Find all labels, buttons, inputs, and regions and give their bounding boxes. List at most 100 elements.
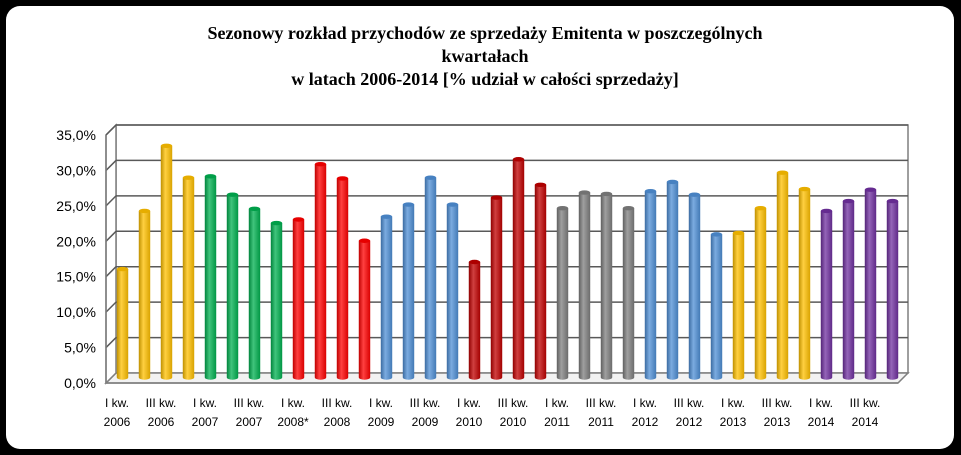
bar-top bbox=[732, 230, 745, 236]
bar-21 bbox=[556, 205, 569, 380]
bar-body bbox=[842, 201, 855, 380]
x-tick-label-line2: 2008* bbox=[277, 415, 309, 429]
bar-22 bbox=[578, 190, 591, 380]
bar-body bbox=[688, 194, 701, 380]
x-tick-label-line2: 2007 bbox=[192, 415, 219, 429]
bar-top bbox=[138, 208, 151, 214]
y-tick-label: 5,0% bbox=[64, 340, 96, 356]
gridline-side bbox=[105, 195, 117, 207]
bar-10 bbox=[314, 162, 327, 380]
bar-top bbox=[644, 188, 657, 194]
bar-top bbox=[842, 198, 855, 204]
y-tick-label: 20,0% bbox=[56, 233, 96, 249]
bar-body bbox=[380, 216, 393, 380]
gridline-side bbox=[105, 266, 117, 278]
bar-top bbox=[798, 186, 811, 192]
bar-12 bbox=[358, 238, 371, 380]
bar-24 bbox=[622, 205, 635, 380]
bar-33 bbox=[820, 208, 833, 380]
bar-body bbox=[556, 208, 569, 380]
chart-title: Sezonowy rozkład przychodów ze sprzedaży… bbox=[0, 22, 961, 91]
y-tick-label: 35,0% bbox=[56, 127, 96, 143]
bar-body bbox=[138, 210, 151, 380]
gridline-side bbox=[105, 230, 117, 242]
bar-3 bbox=[160, 143, 173, 380]
bar-35 bbox=[864, 187, 877, 380]
bar-body bbox=[644, 191, 657, 380]
x-tick-label-line2: 2012 bbox=[676, 415, 703, 429]
x-tick-label-line2: 2008 bbox=[324, 415, 351, 429]
bar-16 bbox=[446, 202, 459, 380]
x-tick-label-line1: III kw. bbox=[586, 396, 617, 410]
bar-36 bbox=[886, 198, 899, 380]
x-tick-label-line1: I kw. bbox=[633, 396, 657, 410]
y-tick-label: 30,0% bbox=[56, 162, 96, 178]
bar-body bbox=[226, 194, 239, 380]
bar-top bbox=[468, 259, 481, 265]
bar-top bbox=[820, 208, 833, 214]
bar-26 bbox=[666, 179, 679, 380]
gridline-side bbox=[105, 301, 117, 313]
x-tick-label-line1: I kw. bbox=[721, 396, 745, 410]
bar-top bbox=[358, 238, 371, 243]
bar-body bbox=[204, 176, 217, 380]
bar-top bbox=[182, 175, 195, 180]
y-tick-label: 25,0% bbox=[56, 198, 96, 214]
x-tick-label-line1: I kw. bbox=[457, 396, 481, 410]
x-tick-label-line1: III kw. bbox=[498, 396, 529, 410]
bar-27 bbox=[688, 192, 701, 380]
x-tick-label-line2: 2014 bbox=[852, 415, 879, 429]
bar-28 bbox=[710, 232, 723, 380]
bar-body bbox=[182, 177, 195, 380]
x-tick-label-line2: 2013 bbox=[720, 415, 747, 429]
bar-body bbox=[402, 204, 415, 380]
x-tick-label-line2: 2006 bbox=[148, 415, 175, 429]
x-tick-label-line1: I kw. bbox=[545, 396, 569, 410]
bar-top bbox=[864, 187, 877, 192]
bar-top bbox=[600, 191, 613, 197]
bar-25 bbox=[644, 188, 657, 380]
x-tick-label-line1: I kw. bbox=[369, 396, 393, 410]
bar-top bbox=[314, 162, 327, 167]
x-tick-label-line1: I kw. bbox=[105, 396, 129, 410]
bar-top bbox=[534, 182, 547, 187]
x-tick-label-line1: III kw. bbox=[762, 396, 793, 410]
bar-9 bbox=[292, 217, 305, 380]
bar-body bbox=[600, 193, 613, 380]
bar-11 bbox=[336, 176, 349, 380]
x-tick-label-line2: 2010 bbox=[500, 415, 527, 429]
bar-body bbox=[864, 189, 877, 380]
bar-body bbox=[270, 223, 283, 380]
bar-top bbox=[380, 214, 393, 219]
bar-body bbox=[358, 240, 371, 380]
bar-body bbox=[798, 189, 811, 380]
x-tick-label-line2: 2010 bbox=[456, 415, 483, 429]
bar-body bbox=[512, 159, 525, 380]
bar-29 bbox=[732, 230, 745, 380]
bar-20 bbox=[534, 182, 547, 380]
x-tick-label-line1: III kw. bbox=[850, 396, 881, 410]
x-tick-label-line2: 2006 bbox=[104, 415, 131, 429]
bar-body bbox=[820, 210, 833, 380]
bar-2 bbox=[138, 208, 151, 380]
chart-title-line-2: kwartałach bbox=[441, 46, 529, 66]
bar-top bbox=[556, 205, 569, 211]
bar-body bbox=[292, 219, 305, 380]
bar-body bbox=[578, 192, 591, 380]
bar-23 bbox=[600, 191, 613, 380]
chart-title-line-1: Sezonowy rozkład przychodów ze sprzedaży… bbox=[207, 23, 763, 43]
bar-30 bbox=[754, 205, 767, 380]
bar-body bbox=[622, 208, 635, 380]
bar-body bbox=[754, 208, 767, 380]
x-tick-label-line2: 2007 bbox=[236, 415, 263, 429]
gridline-side bbox=[105, 159, 117, 171]
bar-top bbox=[666, 179, 679, 185]
x-tick-label-line2: 2011 bbox=[544, 415, 570, 429]
bar-top bbox=[116, 266, 129, 272]
bar-top bbox=[710, 232, 723, 237]
bar-body bbox=[424, 177, 437, 380]
bar-31 bbox=[776, 170, 789, 380]
bar-body bbox=[314, 164, 327, 380]
bar-34 bbox=[842, 198, 855, 380]
bar-body bbox=[160, 145, 173, 380]
